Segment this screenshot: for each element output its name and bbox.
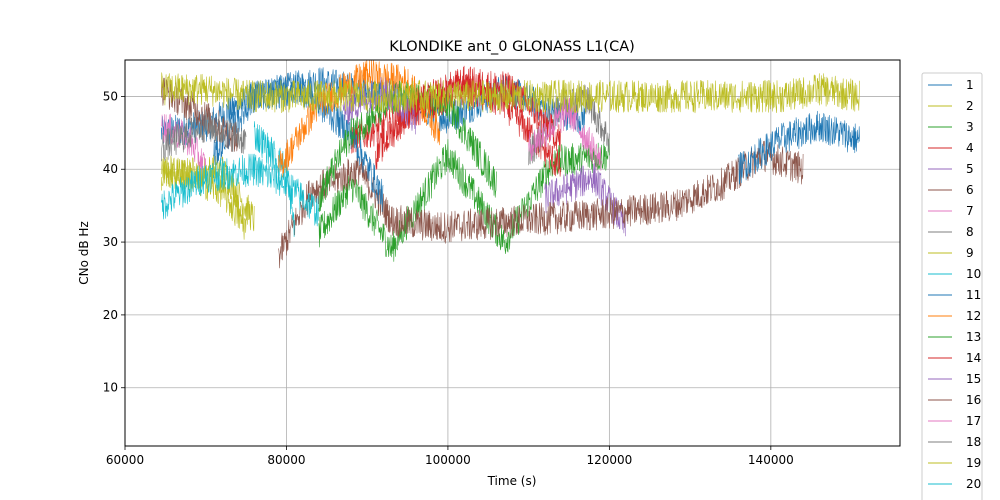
- x-tick-label: 100000: [425, 453, 471, 467]
- legend-entry-18: 18: [966, 435, 981, 449]
- y-tick-label: 20: [103, 308, 118, 322]
- legend-entry-11: 11: [966, 288, 981, 302]
- legend-entry-16: 16: [966, 393, 981, 407]
- legend-entry-13: 13: [966, 330, 981, 344]
- legend-entry-15: 15: [966, 372, 981, 386]
- plot-frame: [124, 59, 901, 447]
- legend-entry-9: 9: [966, 246, 974, 260]
- legend-entry-6: 6: [966, 183, 974, 197]
- y-axis: 10 20 30 40 50: [103, 89, 125, 395]
- legend-frame: [921, 72, 983, 500]
- legend: 123456789101112131415161718192021: [921, 72, 983, 500]
- legend-entry-4: 4: [966, 141, 974, 155]
- x-axis: 60000 80000 100000 120000 140000: [106, 446, 794, 467]
- series-21-line: [738, 110, 860, 185]
- legend-entry-20: 20: [966, 477, 981, 491]
- x-tick-label: 120000: [586, 453, 632, 467]
- series-13-line: [318, 80, 497, 212]
- x-tick-label: 60000: [106, 453, 144, 467]
- legend-entry-21: 21: [966, 498, 981, 500]
- series-group: [161, 60, 860, 269]
- series-4-line: [350, 74, 562, 177]
- legend-entry-1: 1: [966, 78, 974, 92]
- x-tick-label: 140000: [748, 453, 794, 467]
- x-axis-label: Time (s): [487, 474, 537, 488]
- y-tick-label: 10: [103, 381, 118, 395]
- legend-entry-5: 5: [966, 162, 974, 176]
- legend-entry-7: 7: [966, 204, 974, 218]
- y-tick-label: 50: [103, 89, 118, 103]
- series-18-line: [161, 109, 247, 162]
- legend-entry-12: 12: [966, 309, 981, 323]
- series-6-line: [278, 140, 804, 269]
- series-12-line: [278, 60, 441, 178]
- y-tick-label: 40: [103, 162, 118, 176]
- chart-title: KLONDIKE ant_0 GLONASS L1(CA): [389, 39, 635, 55]
- series-20-line: [161, 153, 320, 227]
- series-19-line: [161, 72, 860, 114]
- legend-entry-10: 10: [966, 267, 981, 281]
- legend-entry-19: 19: [966, 456, 981, 470]
- legend-entry-17: 17: [966, 414, 981, 428]
- legend-entry-14: 14: [966, 351, 981, 365]
- series-17-line: [528, 97, 602, 171]
- y-axis-label: CNo dB Hz: [77, 221, 91, 285]
- legend-entry-2: 2: [966, 99, 974, 113]
- x-tick-label: 80000: [267, 453, 305, 467]
- legend-entry-8: 8: [966, 225, 974, 239]
- y-tick-label: 30: [103, 235, 118, 249]
- series-3-line: [318, 138, 610, 262]
- legend-entry-3: 3: [966, 120, 974, 134]
